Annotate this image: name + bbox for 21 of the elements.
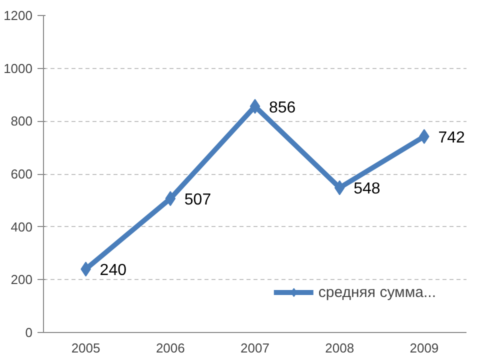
y-tick-label: 1000: [4, 60, 32, 76]
data-label: 240: [100, 262, 127, 280]
data-label: 856: [269, 99, 296, 116]
y-tick-label: 0: [25, 325, 33, 340]
data-label: 507: [184, 192, 212, 209]
point: [165, 191, 176, 206]
y-tick-label: 600: [10, 166, 33, 182]
y-tick-label: 1200: [4, 8, 32, 23]
y-tick-label: 200: [10, 272, 33, 288]
x-tick-label: 2009: [410, 340, 439, 356]
y-tick-label: 400: [10, 219, 33, 234]
x-tick-label: 2007: [240, 340, 270, 356]
data-label: 742: [438, 129, 465, 146]
x-tick-label: 2006: [156, 340, 185, 356]
x-tick-label: 2005: [71, 340, 100, 356]
y-tick-label: 800: [10, 114, 33, 129]
point: [250, 98, 260, 114]
data-label: 548: [354, 180, 380, 198]
point: [334, 180, 345, 196]
x-tick-label: 2008: [325, 340, 354, 356]
legend-label: средняя сумма...: [318, 284, 436, 300]
